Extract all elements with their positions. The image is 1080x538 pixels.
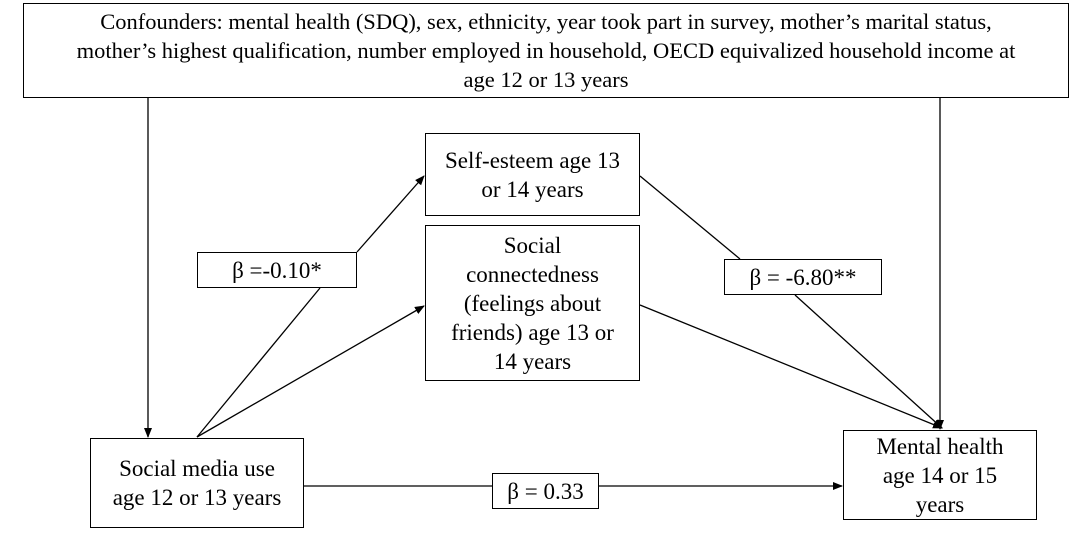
- confounders-line-1: Confounders: mental health (SDQ), sex, e…: [100, 9, 992, 34]
- connectedness-line-3: (feelings about: [463, 290, 602, 316]
- arrow-social-media-to-self-esteem-upper: [356, 175, 425, 253]
- arrow-connectedness-to-mental-health: [639, 304, 943, 429]
- mental-health-line-3: years: [915, 491, 965, 517]
- self-esteem-line-1: Self-esteem age 13: [445, 147, 620, 173]
- social-media-use-box: Social media use age 12 or 13 years: [90, 438, 304, 528]
- arrow-social-media-to-connectedness: [196, 305, 425, 438]
- mental-health-box: Mental health age 14 or 15 years: [843, 430, 1037, 520]
- social-media-line-1: Social media use: [119, 456, 275, 481]
- confounders-line-3: age 12 or 13 years: [463, 67, 629, 92]
- social-media-line-2: age 12 or 13 years: [112, 485, 282, 510]
- connectedness-line-5: 14 years: [493, 348, 572, 374]
- self-esteem-line-2: or 14 years: [481, 176, 584, 202]
- confounders-line-2: mother’s highest qualification, number e…: [76, 38, 1016, 63]
- arrow-social-media-to-self-esteem-lower: [196, 287, 321, 438]
- connectedness-line-4: friends) age 13 or: [451, 319, 614, 345]
- mental-health-line-1: Mental health: [876, 433, 1004, 459]
- beta-social-media-to-self-esteem: β =-0.10*: [197, 252, 357, 288]
- mental-health-line-2: age 14 or 15: [882, 462, 998, 488]
- arrow-self-esteem-to-mental-health-upper: [639, 175, 741, 260]
- beta-self-esteem-to-mental-health: β = -6.80**: [724, 259, 882, 295]
- connectedness-line-2: connectedness: [466, 261, 599, 287]
- beta-social-media-to-mental-health: β = 0.33: [492, 473, 599, 509]
- social-connectedness-box: Social connectedness (feelings about fri…: [425, 225, 640, 381]
- connectedness-line-1: Social: [503, 232, 562, 258]
- self-esteem-box: Self-esteem age 13 or 14 years: [425, 133, 640, 216]
- confounders-box: Confounders: mental health (SDQ), sex, e…: [23, 3, 1069, 98]
- arrow-self-esteem-to-mental-health-lower: [794, 294, 943, 429]
